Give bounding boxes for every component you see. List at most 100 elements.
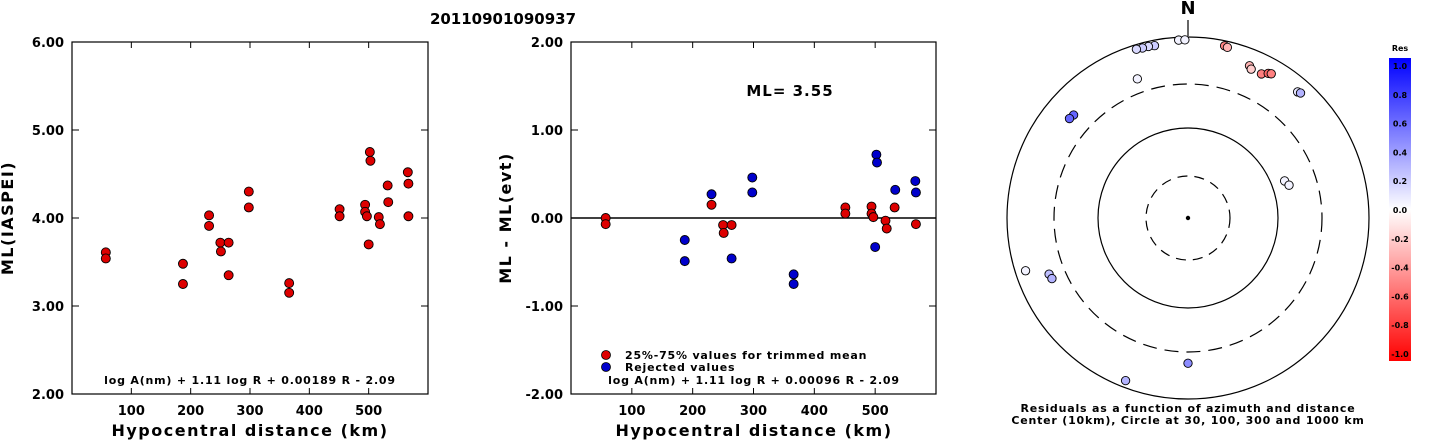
station-point bbox=[1047, 273, 1057, 284]
ml-annotation: ML= 3.55 bbox=[746, 82, 833, 100]
colorbar-tick-label: -1.0 bbox=[1391, 350, 1409, 359]
data-points bbox=[100, 147, 414, 298]
data-point-rejected bbox=[872, 157, 882, 168]
station-point bbox=[1284, 180, 1294, 190]
colorbar-tick-labels: 1.0 0.8 0.6 0.4 0.2 0.0 -0.2 -0.4 -0.6 -0.8 -1.0 bbox=[1391, 62, 1409, 359]
data-point bbox=[383, 197, 394, 208]
y-axis-label: ML(IASPEI) bbox=[0, 161, 17, 275]
tick-marks bbox=[571, 41, 936, 395]
x-tick-label: 200 bbox=[679, 404, 706, 419]
data-point bbox=[374, 219, 385, 230]
y-tick-labels: 2.00 3.00 4.00 5.00 6.00 bbox=[32, 36, 64, 403]
legend-label-accepted: 25%-75% values for trimmed mean bbox=[625, 349, 867, 362]
y-tick-label: -2.00 bbox=[526, 388, 563, 403]
data-point bbox=[223, 270, 234, 281]
colorbar-tick-label: 1.0 bbox=[1393, 62, 1408, 71]
figure-title: 20110901090937 bbox=[430, 10, 576, 28]
data-point bbox=[382, 180, 393, 191]
data-point bbox=[363, 239, 374, 250]
colorbar-tick-label: 0.8 bbox=[1393, 91, 1408, 100]
station-point bbox=[1120, 375, 1131, 386]
data-point bbox=[204, 220, 215, 231]
station-point bbox=[1222, 42, 1233, 53]
data-point bbox=[365, 155, 376, 166]
tick-marks bbox=[72, 41, 428, 395]
data-point bbox=[178, 258, 188, 269]
data-point-rejected bbox=[910, 176, 921, 186]
y-tick-label: 6.00 bbox=[32, 36, 64, 51]
north-label: N bbox=[1180, 0, 1195, 19]
data-point-rejected bbox=[747, 172, 758, 183]
colorbar-title: Res bbox=[1392, 44, 1409, 53]
legend-marker-accepted bbox=[601, 350, 611, 360]
data-point bbox=[840, 208, 851, 219]
colorbar-tick-label: 0.4 bbox=[1393, 148, 1408, 157]
formula-label: log A(nm) + 1.11 log R + 0.00096 R - 2.0… bbox=[608, 374, 900, 387]
formula-label: log A(nm) + 1.11 log R + 0.00189 R - 2.0… bbox=[104, 374, 396, 387]
y-tick-label: -1.00 bbox=[526, 300, 563, 315]
panel-polar: N Residuals as a function of azimuth and… bbox=[1006, 0, 1370, 427]
data-point-rejected bbox=[910, 187, 921, 198]
x-axis-label: Hypocentral distance (km) bbox=[615, 421, 892, 440]
x-tick-label: 500 bbox=[862, 404, 889, 419]
caption-line-1: Residuals as a function of azimuth and d… bbox=[1020, 402, 1355, 415]
x-tick-label: 400 bbox=[296, 404, 323, 419]
y-tick-label: 2.00 bbox=[32, 388, 64, 403]
colorbar-tick-label: 0.6 bbox=[1393, 120, 1408, 129]
data-point-rejected bbox=[747, 187, 758, 198]
data-point bbox=[403, 211, 414, 222]
data-point bbox=[215, 237, 226, 248]
station-point bbox=[1180, 35, 1190, 45]
y-tick-labels: -2.00 -1.00 0.00 1.00 2.00 bbox=[526, 36, 563, 403]
ring-30km bbox=[1145, 175, 1231, 261]
colorbar-tick-label: 0.2 bbox=[1393, 177, 1407, 186]
data-point bbox=[403, 178, 414, 189]
caption-line-2: Center (10km), Circle at 30, 100, 300 an… bbox=[1011, 414, 1364, 427]
data-point bbox=[726, 220, 737, 230]
colorbar-tick-label: -0.8 bbox=[1391, 321, 1409, 330]
data-point bbox=[178, 279, 188, 289]
legend-marker-rejected bbox=[601, 362, 611, 372]
data-point-rejected bbox=[679, 256, 690, 267]
station-point bbox=[1266, 69, 1276, 79]
data-point bbox=[889, 202, 900, 213]
data-points bbox=[600, 149, 921, 289]
data-point bbox=[215, 246, 226, 257]
data-point-rejected bbox=[679, 235, 690, 245]
data-point bbox=[718, 228, 729, 238]
panel-ml-iaspei: 100 200 300 400 500 2.00 3.00 4.00 5.00 6.00 log… bbox=[0, 36, 429, 440]
colorbar-tick-label: -0.4 bbox=[1391, 264, 1409, 273]
panel-ml-residual: 100 200 300 400 500 -2.00 -1.00 0.00 1.00 2.00 M… bbox=[496, 36, 937, 440]
data-point-rejected bbox=[706, 189, 717, 200]
data-point bbox=[100, 253, 111, 264]
y-tick-label: 2.00 bbox=[531, 36, 563, 51]
epicenter-dot bbox=[1185, 215, 1191, 221]
data-point-rejected bbox=[890, 184, 901, 195]
legend: 25%-75% values for trimmed mean Rejected… bbox=[601, 349, 867, 374]
data-point bbox=[334, 211, 345, 222]
y-tick-label: 3.00 bbox=[32, 300, 64, 315]
station-point bbox=[1295, 88, 1306, 98]
data-point bbox=[361, 211, 372, 222]
x-tick-label: 300 bbox=[740, 404, 767, 419]
data-point bbox=[243, 202, 254, 213]
data-point bbox=[284, 287, 295, 298]
x-tick-labels: 100 200 300 400 500 bbox=[618, 404, 888, 419]
data-point bbox=[600, 219, 611, 230]
colorbar-gradient bbox=[1389, 58, 1411, 361]
x-tick-label: 500 bbox=[355, 404, 382, 419]
station-point bbox=[1131, 44, 1142, 54]
station-point bbox=[1064, 113, 1075, 124]
y-tick-label: 5.00 bbox=[32, 124, 64, 139]
station-points bbox=[1020, 35, 1306, 386]
y-tick-label: 4.00 bbox=[32, 212, 64, 227]
data-point bbox=[706, 199, 717, 210]
station-point bbox=[1246, 64, 1256, 74]
ring-100km bbox=[1097, 127, 1279, 309]
x-tick-label: 400 bbox=[801, 404, 828, 419]
station-point bbox=[1132, 74, 1143, 84]
x-tick-label: 100 bbox=[118, 404, 145, 419]
data-point bbox=[204, 210, 215, 221]
data-point bbox=[402, 167, 413, 178]
